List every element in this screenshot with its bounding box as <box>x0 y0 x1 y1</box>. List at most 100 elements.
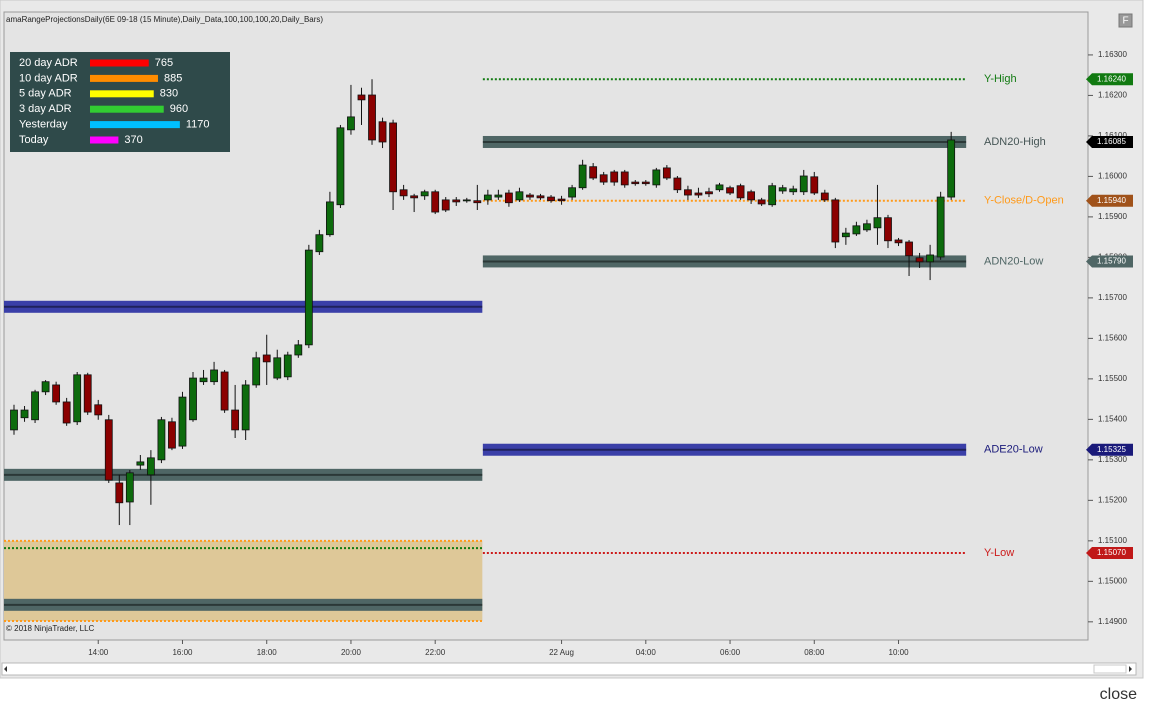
level-label: ADN20-High <box>984 136 1046 148</box>
price-tag <box>1086 135 1133 148</box>
candle-body <box>884 217 892 242</box>
adr-bar <box>90 59 149 67</box>
y-tick-label: 1.16100 <box>1098 131 1127 140</box>
candle-body <box>189 377 197 421</box>
level-label: Y-High <box>984 73 1017 85</box>
indicator-title: amaRangeProjectionsDaily(6E 09-18 (15 Mi… <box>6 15 323 24</box>
y-tick-label: 1.16300 <box>1098 50 1127 59</box>
candle-body <box>357 94 366 101</box>
y-tick-label: 1.15200 <box>1098 495 1127 504</box>
format-button-label[interactable]: F <box>1122 16 1128 27</box>
adr-label: 5 day ADR <box>19 88 72 100</box>
adr-label: 10 day ADR <box>19 72 78 84</box>
level-label: Y-Low <box>984 547 1014 559</box>
candle-body <box>641 181 650 185</box>
candle-body <box>831 199 840 243</box>
format-button[interactable] <box>1118 13 1133 28</box>
adr-label: Yesterday <box>19 119 68 131</box>
price-tag-label: 1.16240 <box>1097 74 1126 83</box>
candle-body <box>20 409 29 419</box>
candle-body <box>252 357 261 386</box>
price-tag <box>1086 546 1133 559</box>
scrollbar[interactable] <box>1 662 1137 676</box>
candle-body <box>399 189 408 197</box>
candle-body <box>115 482 124 504</box>
candle-body <box>915 257 924 263</box>
candle-body <box>789 188 798 193</box>
candle-body <box>241 384 250 431</box>
candle-body <box>610 171 619 183</box>
level-label: Y-Close/D-Open <box>984 195 1064 207</box>
level-band <box>482 443 967 456</box>
price-tag-label: 1.16085 <box>1097 137 1126 146</box>
level-label: ADN20-Low <box>984 255 1043 267</box>
candle-body <box>10 409 18 431</box>
candle-body <box>852 225 861 235</box>
x-tick-label: 08:00 <box>804 648 825 657</box>
prior-level-band <box>4 598 483 611</box>
candle-body <box>83 374 92 413</box>
y-tick-label: 1.15500 <box>1098 374 1127 383</box>
candle-body <box>557 198 566 202</box>
candle-body <box>294 344 303 356</box>
candle-body <box>220 371 229 411</box>
y-tick-label: 1.15400 <box>1098 414 1127 423</box>
candle-body <box>694 192 703 196</box>
adr-value: 1170 <box>186 119 210 131</box>
x-tick-label: 14:00 <box>88 648 109 657</box>
x-tick-label: 04:00 <box>636 648 657 657</box>
candle-body <box>715 184 724 191</box>
adr-value: 765 <box>155 57 173 69</box>
close-link[interactable]: close <box>1100 686 1137 703</box>
x-tick-label: 20:00 <box>341 648 362 657</box>
candle-body <box>526 194 534 198</box>
candle-body <box>515 191 524 201</box>
y-tick-label: 1.15000 <box>1098 576 1127 585</box>
candle-body <box>778 187 787 192</box>
candle-body <box>589 166 598 179</box>
candle-body <box>41 381 50 393</box>
scroll-thumb[interactable] <box>1093 664 1127 674</box>
level-label: ADE20-Low <box>984 444 1043 456</box>
candle-body <box>336 127 345 206</box>
candle-body <box>410 195 419 199</box>
candle-body <box>473 200 482 204</box>
candle-body <box>325 201 334 236</box>
candle-body <box>389 122 397 193</box>
y-tick-label: 1.14900 <box>1098 617 1127 626</box>
candle-body <box>631 181 640 185</box>
candle-body <box>52 384 61 403</box>
adr-table <box>10 52 230 152</box>
x-tick-label: 06:00 <box>720 648 741 657</box>
price-tag <box>1086 255 1133 268</box>
adr-bar <box>90 105 164 113</box>
y-tick-label: 1.15100 <box>1098 536 1127 545</box>
candle-body <box>262 354 271 363</box>
candle-body <box>757 199 766 205</box>
candle-body <box>31 391 39 421</box>
candle-body <box>210 369 218 383</box>
candle-body <box>441 199 450 211</box>
candle-body <box>136 461 145 466</box>
adr-value: 370 <box>124 134 142 146</box>
candle-body <box>283 354 292 378</box>
adr-label: Today <box>19 134 49 146</box>
candle-body <box>431 191 440 213</box>
candle-body <box>94 404 103 416</box>
price-tag-label: 1.15325 <box>1097 445 1126 454</box>
price-tag-label: 1.15070 <box>1097 548 1126 557</box>
x-tick-label: 16:00 <box>172 648 193 657</box>
adr-label: 20 day ADR <box>19 57 78 69</box>
x-tick-label: 18:00 <box>257 648 278 657</box>
candle-body <box>536 195 545 199</box>
adr-bar <box>90 136 119 144</box>
price-tag <box>1086 443 1133 456</box>
candle-body <box>505 192 513 204</box>
candle-body <box>662 167 671 179</box>
level-band <box>482 255 967 268</box>
candle-body <box>168 421 176 449</box>
candle-body <box>799 175 808 193</box>
y-tick-label: 1.15900 <box>1098 212 1127 221</box>
